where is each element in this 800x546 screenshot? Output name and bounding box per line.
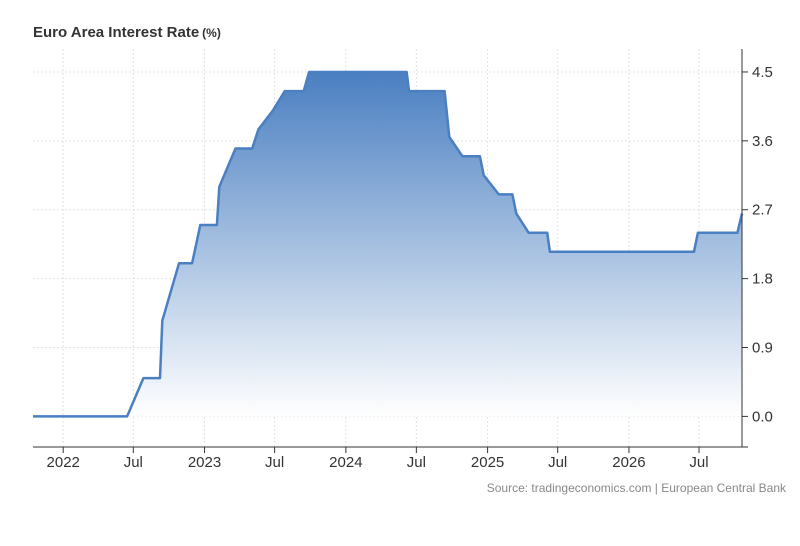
- x-tick-label: Jul: [689, 454, 708, 471]
- series-fill: [33, 72, 742, 417]
- series-line: [33, 70, 744, 418]
- tick-labels: 0.0 0.9 1.8 2.7 3.6 4.5 2022 Jul 2023 Jul 2024 Jul 2…: [47, 64, 773, 471]
- x-tick-label: Jul: [548, 454, 567, 471]
- x-tick-label: 2024: [329, 454, 362, 471]
- chart-title-unit: (%): [202, 26, 221, 40]
- x-tick-label: 2025: [471, 454, 504, 471]
- y-tick-label: 1.8: [752, 271, 773, 288]
- y-tick-label: 2.7: [752, 202, 773, 219]
- series-area: [33, 70, 744, 418]
- y-tick-label: 4.5: [752, 64, 773, 81]
- chart-title: Euro Area Interest Rate (%): [33, 24, 221, 41]
- source-note: Source: tradingeconomics.com | European …: [486, 481, 786, 495]
- axes: [33, 49, 748, 453]
- x-tick-label: 2023: [188, 454, 221, 471]
- x-tick-label: Jul: [265, 454, 284, 471]
- y-tick-label: 0.9: [752, 340, 773, 357]
- x-tick-label: Jul: [124, 454, 143, 471]
- x-tick-label: 2026: [612, 454, 645, 471]
- x-tick-label: 2022: [47, 454, 80, 471]
- y-tick-label: 3.6: [752, 133, 773, 150]
- y-tick-label: 0.0: [752, 408, 773, 425]
- chart-title-text: Euro Area Interest Rate: [33, 24, 200, 41]
- x-tick-label: Jul: [407, 454, 426, 471]
